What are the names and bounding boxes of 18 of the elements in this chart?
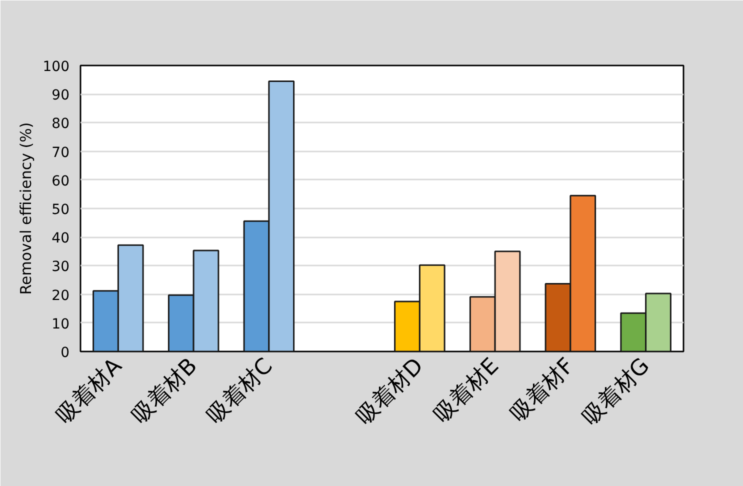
y-tick-label: 0 [60,345,70,361]
y-tick-label: 60 [52,173,70,190]
y-tick-label: 50 [52,202,70,218]
y-tick-label: 80 [52,116,70,132]
y-tick-label: 40 [52,230,70,247]
x-tick-label: 吸着材D [352,354,429,430]
y-tick-label: 90 [52,88,70,104]
y-tick-label: 20 [52,288,70,304]
x-tick-label: 吸着材B [127,354,202,429]
x-tick-label: 吸着材G [578,354,655,430]
x-tick-label: 吸着材E [430,354,504,428]
x-tick-label: 吸着材C [202,354,278,429]
y-axis-title: Removal efficiency (%) [16,122,35,295]
y-tick-label: 100 [42,59,70,75]
y-tick-label: 30 [52,259,70,276]
x-tick-label: 吸着材F [506,354,580,427]
y-tick-label: 70 [52,144,70,161]
y-tick-label: 10 [52,316,70,332]
